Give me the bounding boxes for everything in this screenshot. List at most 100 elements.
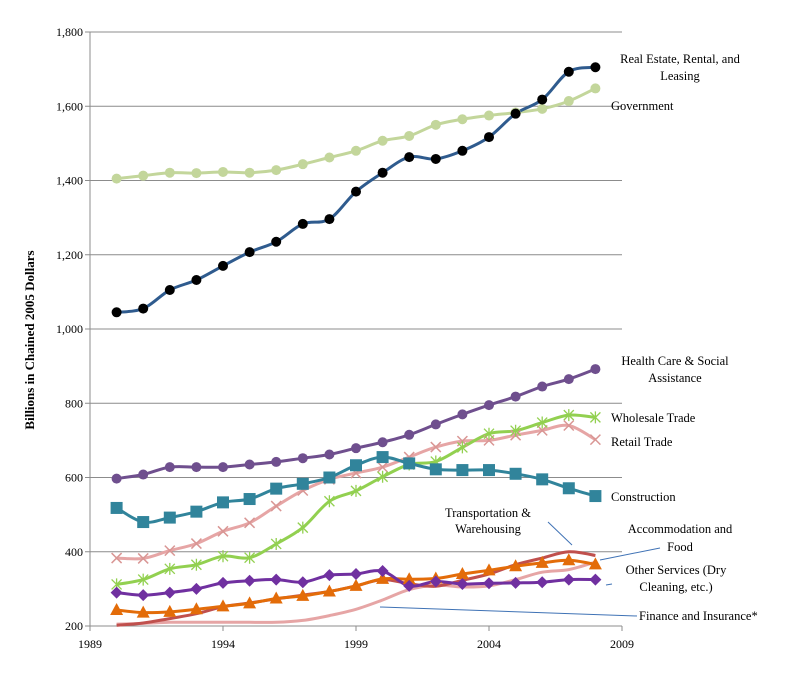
series-0-point-2006 <box>537 94 548 105</box>
series-4-point-1991 <box>137 552 149 564</box>
series-5-point-2008 <box>589 490 602 503</box>
series-2-point-1997 <box>297 453 308 464</box>
series-0-point-1999 <box>351 186 361 197</box>
series-5-point-1994 <box>217 496 229 509</box>
series-7-label-line-1: Food <box>667 540 693 554</box>
series-4-point-2002 <box>430 441 442 453</box>
series-8-point-2008 <box>589 573 602 586</box>
series-8-point-2003 <box>456 578 469 591</box>
series-0-point-2007 <box>563 66 574 77</box>
series-1-point-2002 <box>430 119 441 130</box>
series-5-point-1996 <box>270 482 283 495</box>
series-7-point-1994 <box>216 599 230 612</box>
series-markers <box>110 62 602 618</box>
series-0-point-2008 <box>590 62 601 73</box>
series-1-point-1996 <box>271 165 282 176</box>
series-0-point-1992 <box>164 285 175 296</box>
series-7-label-line-0: Accommodation and <box>628 522 733 536</box>
series-0-point-1998 <box>324 214 335 225</box>
series-7-point-2005 <box>509 559 523 572</box>
series-0-point-2002 <box>430 153 441 164</box>
series-1-label-line-0: Government <box>611 99 674 113</box>
series-7-point-1997 <box>296 588 310 601</box>
series-3-point-2004 <box>483 427 495 440</box>
series-5-point-2006 <box>536 473 549 486</box>
series-7-point-2008 <box>588 557 602 570</box>
series-2-label-line-0: Health Care & Social <box>621 354 729 368</box>
series-1-point-2003 <box>457 114 468 125</box>
series-8-point-2005 <box>509 576 522 589</box>
series-0-label-line-0: Real Estate, Rental, and <box>620 52 741 66</box>
series-3-point-1996 <box>270 537 282 550</box>
series-4-point-2008 <box>589 434 601 446</box>
series-5-point-2004 <box>483 464 495 477</box>
series-8-point-2004 <box>483 577 495 590</box>
series-0-label-line-1: Leasing <box>660 69 700 83</box>
series-0-point-1991 <box>138 303 149 314</box>
y-tick-label-400: 400 <box>65 545 83 559</box>
x-tick-label-1999: 1999 <box>344 637 368 651</box>
series-5-label-line-0: Construction <box>611 490 676 504</box>
series-7-point-2007 <box>562 553 576 566</box>
series-5-point-1993 <box>190 505 203 518</box>
series-8-point-1990 <box>110 586 123 599</box>
series-2-point-1991 <box>138 469 149 480</box>
series-5-point-1995 <box>243 493 256 506</box>
y-tick-label-1600: 1,600 <box>56 99 83 113</box>
series-7-point-2006 <box>535 555 549 568</box>
series-8-point-1993 <box>190 582 203 595</box>
series-8-point-1998 <box>323 569 336 582</box>
series-1-point-1993 <box>191 168 202 179</box>
series-3-point-1994 <box>217 550 229 563</box>
series-1-point-1990 <box>111 173 122 184</box>
series-1-point-1991 <box>138 170 149 181</box>
series-3-point-1992 <box>164 562 176 575</box>
gridlines <box>90 31 622 627</box>
series-2-point-2003 <box>457 409 468 420</box>
series-4-point-1993 <box>190 538 202 550</box>
series-0-point-1993 <box>191 274 202 285</box>
series-8-point-1995 <box>243 574 256 587</box>
series-1-point-2007 <box>563 96 574 107</box>
series-8-point-2002 <box>429 575 442 588</box>
series-4-point-1992 <box>164 545 176 557</box>
series-2-point-1993 <box>191 462 202 473</box>
series-5-point-1997 <box>296 477 309 490</box>
series-4-point-1990 <box>111 552 123 564</box>
series-1-point-1992 <box>164 167 175 178</box>
series-1-point-2000 <box>377 135 388 146</box>
series-2-point-1992 <box>164 462 175 473</box>
series-5-point-2002 <box>429 463 442 476</box>
series-5-point-1990 <box>110 501 123 514</box>
series-3-point-2006 <box>536 416 548 429</box>
series-2-point-2001 <box>404 429 415 440</box>
series-2-point-2005 <box>510 391 521 402</box>
x-tick-label-2009: 2009 <box>610 637 634 651</box>
series-4-label-line-0: Retail Trade <box>611 435 673 449</box>
series-4-point-2006 <box>536 424 548 436</box>
series-8-point-2001 <box>403 579 416 592</box>
series-1-point-2006 <box>537 103 548 114</box>
series-0-point-2001 <box>404 152 415 163</box>
series-2-point-2004 <box>484 400 494 411</box>
series-5-point-2001 <box>403 457 416 470</box>
series-0-point-2004 <box>484 132 494 143</box>
series-8-label-line-0: Other Services (Dry <box>626 563 727 577</box>
series-8-point-1994 <box>217 576 229 589</box>
series-3-point-1998 <box>323 495 335 508</box>
series-3-point-2000 <box>377 470 389 483</box>
series-2-point-1990 <box>111 473 122 484</box>
series-3-point-1993 <box>190 558 202 571</box>
series-9-label-line-0: Finance and Insurance* <box>639 609 758 623</box>
x-tick-label-2004: 2004 <box>477 637 501 651</box>
x-tick-label-1994: 1994 <box>211 637 235 651</box>
series-7-point-2004 <box>482 563 496 576</box>
series-1-point-1997 <box>297 159 308 170</box>
series-3-point-1997 <box>297 521 309 534</box>
series-3-point-2003 <box>456 441 468 454</box>
series-0-point-1995 <box>244 247 255 258</box>
series-4-point-1994 <box>217 525 229 537</box>
series-7-point-1990 <box>110 603 124 616</box>
series-5-point-1991 <box>137 516 150 529</box>
series-3-point-1995 <box>244 551 256 564</box>
